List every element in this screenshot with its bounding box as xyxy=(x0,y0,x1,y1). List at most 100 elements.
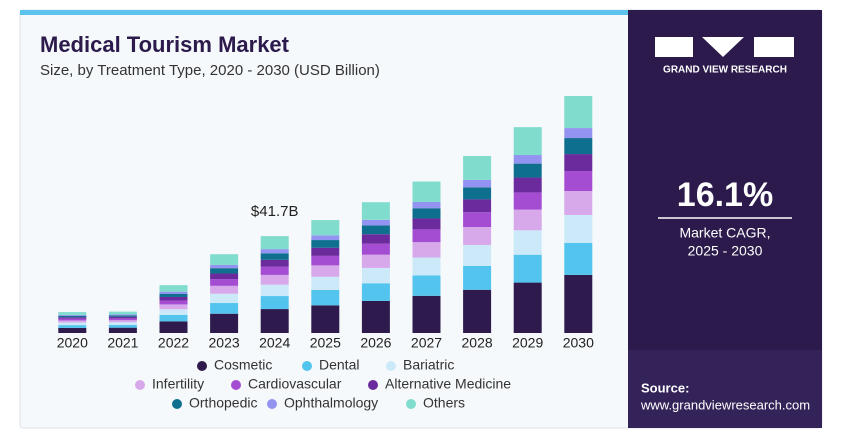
bar-segment xyxy=(260,253,289,260)
x-tick-label: 2025 xyxy=(310,335,341,351)
bar-segment xyxy=(463,179,492,188)
sidebar-footer xyxy=(628,350,822,428)
bar-segment xyxy=(361,243,390,255)
x-tick-label: 2027 xyxy=(411,335,442,351)
legend-label: Cardiovascular xyxy=(248,376,342,392)
bar-segment xyxy=(412,275,441,296)
bar-segment xyxy=(260,274,289,285)
bar-segment xyxy=(108,318,137,321)
chart-subtitle: Size, by Treatment Type, 2020 - 2030 (US… xyxy=(40,62,380,79)
bar-segment xyxy=(159,291,188,294)
logo-shape xyxy=(702,37,744,57)
bar-segment xyxy=(361,234,390,244)
bar-segment xyxy=(311,255,340,266)
bar-segment xyxy=(108,314,137,316)
bar-segment xyxy=(412,181,441,202)
x-tick-label: 2024 xyxy=(259,335,290,351)
legend-label: Ophthalmology xyxy=(284,395,378,411)
bar-segment xyxy=(463,212,492,228)
bar-segment xyxy=(210,279,239,286)
x-tick-label: 2028 xyxy=(462,335,493,351)
legend-label: Alternative Medicine xyxy=(385,376,511,392)
x-tick-label: 2022 xyxy=(158,335,189,351)
x-tick-label: 2023 xyxy=(209,335,240,351)
logo-shape xyxy=(655,37,693,57)
bar-segment xyxy=(564,214,593,243)
legend-label: Infertility xyxy=(152,376,204,392)
legend-swatch xyxy=(267,399,277,409)
bar-segment xyxy=(311,240,340,248)
source-url: www.grandviewresearch.com xyxy=(640,397,810,412)
bar-segment xyxy=(361,300,390,333)
brand: GRAND VIEW RESEARCH xyxy=(663,65,787,76)
bar-segment xyxy=(513,192,542,210)
legend-label: Others xyxy=(423,395,465,411)
legend-swatch xyxy=(231,380,241,390)
bar-segment xyxy=(159,309,188,315)
bar-segment xyxy=(260,236,289,250)
bar-segment xyxy=(311,247,340,256)
bar-segment xyxy=(311,265,340,277)
bar-segment xyxy=(260,249,289,254)
bar-segment xyxy=(361,202,390,220)
bar-segment xyxy=(513,127,542,156)
bar-segment xyxy=(159,285,188,292)
bar-segment xyxy=(463,244,492,266)
bar-segment xyxy=(463,155,492,180)
bar-segment xyxy=(513,230,542,255)
bar-segment xyxy=(159,300,188,305)
bar-segment xyxy=(564,171,593,192)
bar-segment xyxy=(58,325,87,328)
bar-segment xyxy=(108,322,137,325)
bar-segment xyxy=(311,290,340,306)
bar-segment xyxy=(412,201,441,209)
bar-segment xyxy=(210,273,239,280)
bar-segment xyxy=(564,274,593,333)
bar-segment xyxy=(210,303,239,314)
bar-segment xyxy=(564,191,593,215)
bar-segment xyxy=(108,324,137,328)
bar-segment xyxy=(58,317,87,319)
bar-segment xyxy=(260,266,289,275)
bar-segment xyxy=(260,284,289,297)
bar-segment xyxy=(463,289,492,333)
top-accent xyxy=(20,10,628,15)
bar-segment xyxy=(412,218,441,230)
logo: GRAND VIEW RESEARCH xyxy=(655,37,794,76)
bar-segment xyxy=(58,318,87,321)
x-tick-label: 2021 xyxy=(107,335,138,351)
bar-segment xyxy=(513,254,542,283)
bar-segment xyxy=(412,229,441,243)
bar-segment xyxy=(463,265,492,290)
annotation: $41.7B xyxy=(251,203,299,220)
bar-segment xyxy=(159,293,188,297)
legend-label: Orthopedic xyxy=(189,395,257,411)
bar-segment xyxy=(159,314,188,322)
legend-swatch xyxy=(368,380,378,390)
bar-segment xyxy=(513,155,542,164)
bar-segment xyxy=(361,267,390,284)
legend-swatch xyxy=(197,361,207,371)
bar-segment xyxy=(58,315,87,318)
x-tick-label: 2026 xyxy=(360,335,391,351)
bar-segment xyxy=(108,320,137,323)
bar-segment xyxy=(361,254,390,268)
cagr-value: 16.1% xyxy=(677,176,773,214)
bar-segment xyxy=(463,227,492,245)
bar-segment xyxy=(58,322,87,326)
bar-segment xyxy=(513,177,542,193)
bar-segment xyxy=(210,264,239,269)
x-tick-label: 2020 xyxy=(57,335,88,351)
bar-segment xyxy=(260,309,289,333)
cagr-label: Market CAGR, xyxy=(679,225,770,241)
bar-segment xyxy=(58,314,87,316)
legend-swatch xyxy=(302,361,312,371)
legend-swatch xyxy=(135,380,145,390)
legend-swatch xyxy=(406,399,416,409)
bar-segment xyxy=(513,282,542,333)
bar-segment xyxy=(260,259,289,267)
bar-segment xyxy=(311,235,340,241)
bar-segment xyxy=(412,242,441,258)
bar-segment xyxy=(311,220,340,236)
source-label: Source: xyxy=(641,380,689,395)
